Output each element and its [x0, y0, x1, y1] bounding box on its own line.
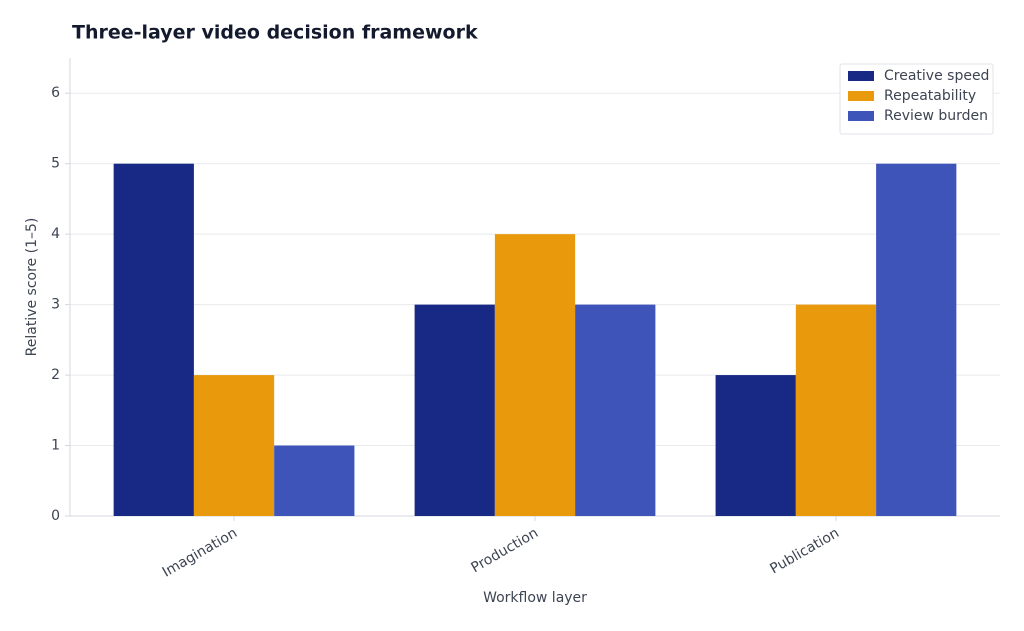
legend-label: Review burden: [884, 108, 988, 124]
bar: [494, 234, 576, 516]
legend-box: [839, 63, 994, 135]
x-tick-label: Imagination: [160, 525, 240, 581]
x-tick-label: Production: [468, 525, 541, 576]
y-axis-label: Relative score (1–5): [24, 218, 40, 357]
legend-label: Repeatability: [884, 88, 976, 104]
x-tick-label: Publication: [767, 525, 842, 577]
bar: [876, 163, 957, 516]
bar: [113, 163, 194, 516]
y-tick-label: 5: [51, 156, 60, 172]
y-tick-label: 0: [51, 508, 60, 524]
bar: [274, 445, 355, 516]
bar: [575, 304, 656, 516]
y-tick-label: 4: [51, 226, 60, 242]
y-tick-label: 3: [51, 297, 60, 313]
legend-swatch: [848, 111, 874, 121]
legend-swatch: [848, 91, 874, 101]
bar: [715, 375, 796, 516]
y-tick-label: 2: [51, 367, 60, 383]
y-tick-label: 6: [51, 85, 60, 101]
x-axis-label: Workflow layer: [483, 590, 587, 606]
bar: [795, 304, 877, 516]
chart-title: Three-layer video decision framework: [72, 22, 478, 44]
bar: [414, 304, 495, 516]
y-tick-label: 1: [51, 438, 60, 454]
bar: [193, 375, 275, 516]
legend-swatch: [848, 71, 874, 81]
legend-label: Creative speed: [884, 68, 989, 84]
